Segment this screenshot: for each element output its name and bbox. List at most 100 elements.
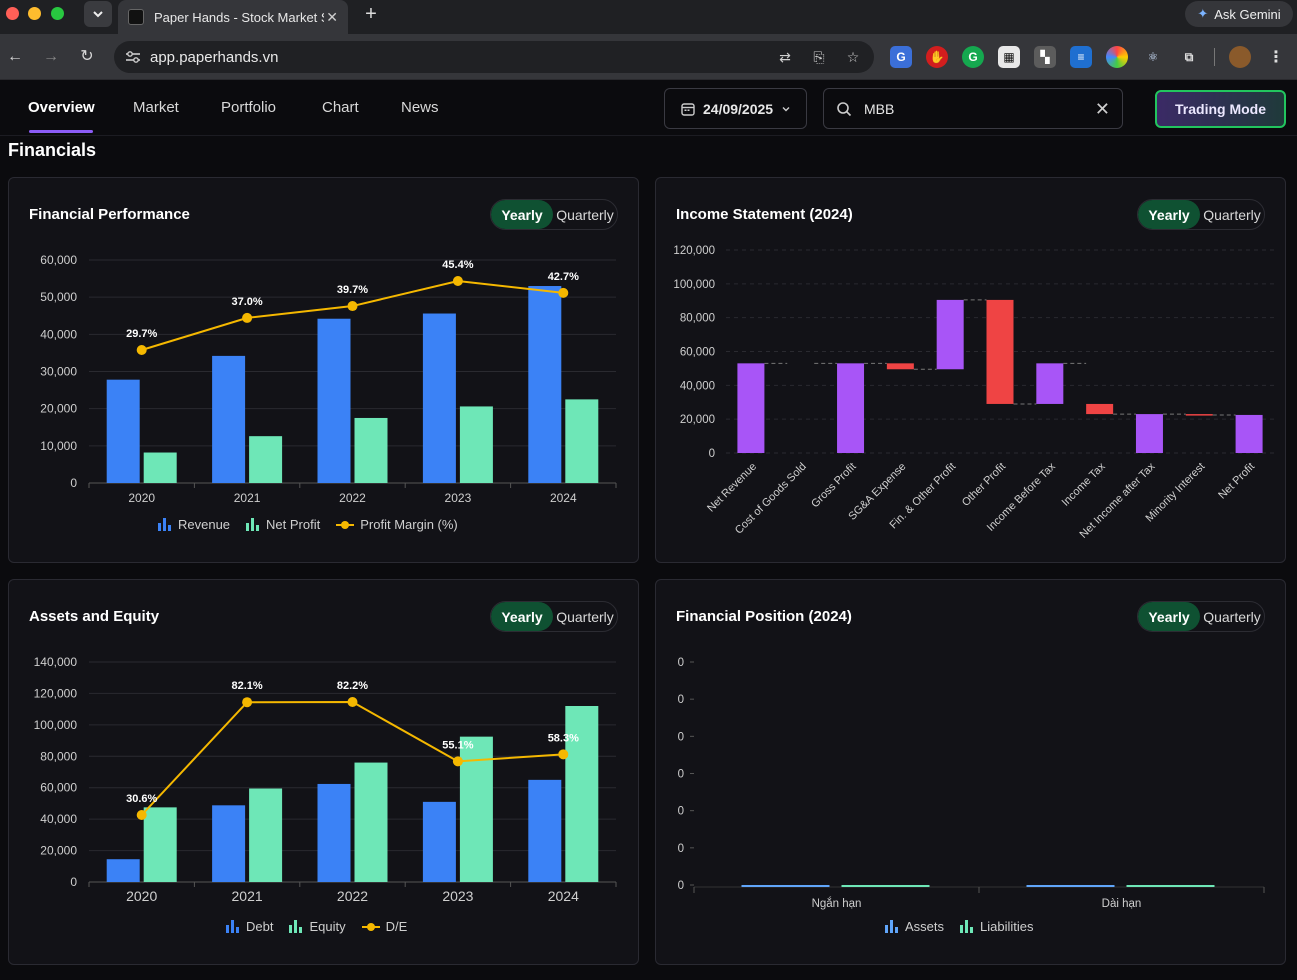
bar-equity bbox=[354, 762, 388, 882]
quarterly-toggle-button[interactable]: Quarterly bbox=[556, 608, 614, 625]
waterfall-bar bbox=[936, 299, 964, 370]
quarterly-toggle-button[interactable]: Quarterly bbox=[1203, 608, 1261, 625]
y-tick-label: 40,000 bbox=[40, 812, 77, 826]
legend-item-equity[interactable]: Equity bbox=[289, 919, 346, 934]
data-label: 55.1% bbox=[442, 739, 473, 751]
minimize-window-button[interactable] bbox=[28, 7, 41, 20]
line-point bbox=[136, 345, 147, 355]
x-tick-label: 2024 bbox=[550, 491, 577, 505]
x-tick-label: Dài hạn bbox=[1102, 898, 1142, 910]
quarterly-toggle-button[interactable]: Quarterly bbox=[1203, 206, 1261, 223]
browser-tab-strip: Paper Hands - Stock Market S ✕ + ✦ Ask G… bbox=[0, 0, 1297, 34]
legend-item-de[interactable]: D/E bbox=[361, 919, 407, 934]
address-bar[interactable]: app.paperhands.vn ⇄ ⎘ ☆ bbox=[114, 41, 874, 73]
income-statement-card: Income Statement (2024) Yearly Quarterly… bbox=[655, 177, 1286, 563]
qr-code-extension-icon[interactable]: ▦ bbox=[998, 46, 1020, 68]
card-title: Financial Performance bbox=[29, 206, 190, 223]
waterfall-bar bbox=[737, 363, 765, 453]
nav-tab-portfolio[interactable]: Portfolio bbox=[221, 99, 277, 116]
financial-position-chart: 0 0 0 0 0 0 0 Ngắn hạn Dài hạn bbox=[678, 657, 1265, 910]
nav-tab-chart[interactable]: Chart bbox=[322, 99, 359, 116]
color-picker-extension-icon[interactable] bbox=[1106, 46, 1128, 68]
translate-extension-icon[interactable]: G bbox=[890, 46, 912, 68]
y-tick-label: 0 bbox=[70, 476, 77, 490]
install-app-icon[interactable]: ⎘ bbox=[813, 48, 825, 65]
clear-search-icon[interactable]: ✕ bbox=[1094, 99, 1110, 119]
financial-position-card: Financial Position (2024) Yearly Quarter… bbox=[655, 579, 1286, 965]
y-tick-label: 20,000 bbox=[40, 402, 77, 416]
trading-mode-button[interactable]: Trading Mode bbox=[1155, 90, 1286, 128]
back-arrow-icon[interactable]: ← bbox=[7, 48, 23, 65]
bar-net-profit bbox=[565, 399, 599, 483]
adblock-extension-icon[interactable]: ✋ bbox=[926, 46, 948, 68]
color-grid-extension-icon[interactable]: ▚ bbox=[1034, 46, 1056, 68]
translate-icon[interactable]: ⇄ bbox=[779, 48, 791, 65]
bar-debt bbox=[317, 783, 351, 882]
period-toggle: Yearly Quarterly bbox=[1137, 199, 1265, 230]
date-picker[interactable]: 24/09/2025 bbox=[664, 88, 807, 129]
site-settings-icon[interactable] bbox=[122, 46, 144, 68]
browser-tab-active[interactable]: Paper Hands - Stock Market S ✕ bbox=[118, 0, 348, 34]
nav-tab-news[interactable]: News bbox=[401, 99, 439, 116]
reload-icon[interactable]: ↻ bbox=[80, 48, 94, 65]
waterfall-bar bbox=[1086, 403, 1114, 415]
card-title: Income Statement (2024) bbox=[676, 206, 853, 223]
legend-item-profit-margin[interactable]: Profit Margin (%) bbox=[336, 517, 458, 532]
forward-arrow-icon[interactable]: → bbox=[43, 48, 59, 65]
nav-tab-overview[interactable]: Overview bbox=[28, 99, 95, 116]
gemini-sparkle-icon: ✦ bbox=[1197, 6, 1209, 21]
grammarly-extension-icon[interactable]: G bbox=[962, 46, 984, 68]
y-tick-label: 80,000 bbox=[40, 749, 77, 763]
new-tab-button[interactable]: + bbox=[365, 3, 377, 25]
calendar-icon bbox=[681, 102, 695, 116]
x-tick-label: Ngắn hạn bbox=[812, 897, 862, 910]
ask-gemini-button[interactable]: ✦ Ask Gemini bbox=[1185, 1, 1293, 27]
bar-revenue bbox=[317, 318, 351, 483]
x-tick-label: Other Profit bbox=[960, 461, 1008, 509]
profile-avatar[interactable] bbox=[1229, 46, 1251, 68]
bar-chart-icon bbox=[960, 920, 974, 933]
legend-label: Assets bbox=[905, 919, 945, 934]
data-label: 82.2% bbox=[337, 680, 368, 692]
yearly-toggle-button[interactable]: Yearly bbox=[491, 200, 553, 229]
bar-equity bbox=[565, 706, 599, 882]
browser-menu-icon[interactable]: ⋮ bbox=[1268, 49, 1284, 66]
yearly-toggle-button[interactable]: Yearly bbox=[1138, 200, 1200, 229]
data-label: 58.3% bbox=[548, 732, 579, 744]
financial-performance-card: Financial Performance Yearly Quarterly 6… bbox=[8, 177, 639, 563]
legend-item-revenue[interactable]: Revenue bbox=[158, 517, 230, 532]
bar-debt bbox=[212, 805, 246, 882]
tabs-extension-icon[interactable]: ≡ bbox=[1070, 46, 1092, 68]
bar-debt bbox=[528, 779, 562, 882]
chart-legend: Assets Liabilities bbox=[885, 919, 1034, 934]
waterfall-bar bbox=[837, 363, 865, 453]
bar-revenue bbox=[212, 355, 246, 483]
period-toggle: Yearly Quarterly bbox=[490, 601, 618, 632]
close-window-button[interactable] bbox=[6, 7, 19, 20]
waterfall-bar bbox=[1185, 414, 1213, 416]
chart-legend: Debt Equity D/E bbox=[226, 919, 407, 934]
y-tick-label: 0 bbox=[678, 769, 684, 781]
y-tick-label: 0 bbox=[709, 448, 715, 460]
data-label: 29.7% bbox=[126, 328, 157, 340]
quarterly-toggle-button[interactable]: Quarterly bbox=[556, 206, 614, 223]
bar-net-profit bbox=[354, 417, 388, 483]
y-tick-label: 100,000 bbox=[673, 279, 715, 291]
legend-item-assets[interactable]: Assets bbox=[885, 919, 944, 934]
y-tick-label: 120,000 bbox=[673, 245, 715, 257]
bookmark-star-icon[interactable]: ☆ bbox=[846, 48, 860, 65]
legend-item-net-profit[interactable]: Net Profit bbox=[246, 517, 320, 532]
x-tick-label: Income Tax bbox=[1060, 460, 1108, 508]
tab-search-button[interactable] bbox=[84, 1, 112, 27]
maximize-window-button[interactable] bbox=[51, 7, 64, 20]
legend-item-debt[interactable]: Debt bbox=[226, 919, 273, 934]
yearly-toggle-button[interactable]: Yearly bbox=[1138, 602, 1200, 631]
legend-item-liabilities[interactable]: Liabilities bbox=[960, 919, 1034, 934]
yearly-toggle-button[interactable]: Yearly bbox=[491, 602, 553, 631]
close-tab-icon[interactable]: ✕ bbox=[326, 8, 338, 25]
y-tick-label: 20,000 bbox=[40, 844, 77, 858]
react-devtools-icon[interactable]: ⚛ bbox=[1147, 50, 1159, 64]
symbol-search-input[interactable] bbox=[864, 100, 1084, 117]
extensions-puzzle-icon[interactable]: ⧉ bbox=[1184, 49, 1194, 64]
nav-tab-market[interactable]: Market bbox=[133, 99, 179, 116]
